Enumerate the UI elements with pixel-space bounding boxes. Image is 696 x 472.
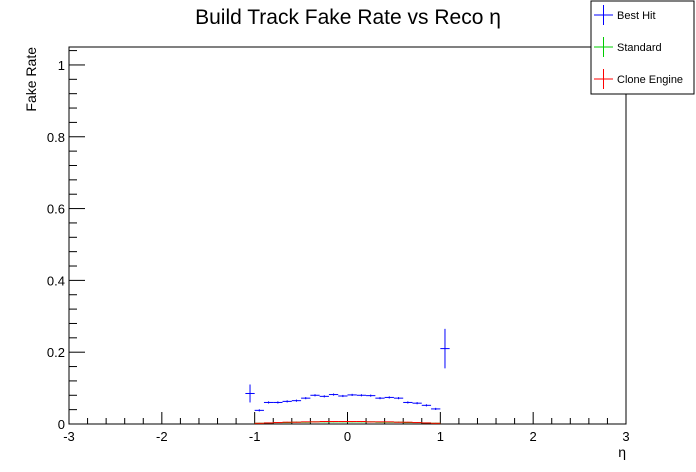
data-point bbox=[310, 394, 320, 397]
series-best-hit bbox=[245, 328, 450, 412]
data-point bbox=[291, 399, 302, 402]
x-tick-label: 2 bbox=[530, 429, 537, 444]
y-axis: 0 0.2 0.4 0.6 0.8 1 bbox=[47, 50, 85, 432]
data-point bbox=[384, 396, 394, 399]
data-point bbox=[366, 394, 376, 397]
y-axis-title: Fake Rate bbox=[23, 47, 39, 112]
data-point bbox=[291, 421, 302, 423]
data-point bbox=[393, 397, 404, 400]
x-tick-label: 3 bbox=[622, 429, 629, 444]
legend-entry: Standard bbox=[594, 37, 662, 57]
data-point bbox=[273, 401, 283, 404]
y-tick-label: 0 bbox=[58, 417, 65, 432]
data-point bbox=[412, 422, 422, 424]
legend-label: Best Hit bbox=[617, 10, 656, 22]
legend: Best Hit Standard Clone Engine bbox=[590, 0, 695, 95]
data-point bbox=[263, 401, 274, 404]
data-point bbox=[356, 394, 367, 397]
series-clone-engine bbox=[254, 420, 441, 424]
series-layer bbox=[245, 328, 450, 424]
x-tick-label: -3 bbox=[63, 429, 75, 444]
data-point bbox=[366, 421, 376, 423]
data-point bbox=[338, 394, 348, 398]
data-point bbox=[431, 407, 441, 410]
data-point bbox=[254, 422, 264, 424]
legend-label: Clone Engine bbox=[617, 74, 683, 86]
y-tick-label: 0.8 bbox=[47, 130, 65, 145]
x-tick-label: -2 bbox=[156, 429, 168, 444]
data-point bbox=[403, 401, 413, 404]
data-point bbox=[245, 384, 255, 403]
y-tick-label: 0.6 bbox=[47, 202, 65, 217]
data-point bbox=[301, 397, 311, 400]
data-point bbox=[412, 402, 422, 405]
data-point bbox=[384, 421, 394, 423]
y-tick-label: 0.4 bbox=[47, 273, 65, 288]
y-tick-label: 0.2 bbox=[47, 345, 65, 360]
x-tick-label: -1 bbox=[249, 429, 261, 444]
data-point bbox=[273, 422, 283, 424]
data-point bbox=[328, 393, 339, 396]
x-tick-label: 0 bbox=[344, 429, 351, 444]
data-point bbox=[282, 421, 292, 423]
data-point bbox=[375, 397, 385, 400]
data-point bbox=[310, 421, 320, 423]
x-tick-label: 1 bbox=[437, 429, 444, 444]
legend-entry: Best Hit bbox=[594, 5, 656, 25]
data-point bbox=[282, 400, 292, 403]
y-tick-label: 1 bbox=[58, 58, 65, 73]
data-point bbox=[301, 421, 311, 423]
data-point bbox=[421, 404, 432, 407]
data-point bbox=[393, 421, 404, 423]
x-axis-title: η bbox=[618, 444, 626, 460]
data-point bbox=[431, 422, 441, 424]
data-point bbox=[403, 421, 413, 423]
data-point bbox=[356, 420, 367, 422]
data-point bbox=[347, 420, 357, 422]
legend-entry: Clone Engine bbox=[594, 69, 683, 89]
data-point bbox=[319, 395, 329, 398]
data-point bbox=[328, 420, 339, 422]
data-point bbox=[440, 328, 450, 369]
data-point bbox=[263, 422, 274, 424]
data-point bbox=[338, 420, 348, 422]
legend-label: Standard bbox=[617, 42, 662, 54]
data-point bbox=[421, 422, 432, 424]
data-point bbox=[347, 393, 357, 396]
data-point bbox=[375, 421, 385, 423]
data-point bbox=[254, 409, 264, 412]
chart-title: Build Track Fake Rate vs Reco η bbox=[195, 6, 501, 29]
data-point bbox=[319, 420, 329, 422]
